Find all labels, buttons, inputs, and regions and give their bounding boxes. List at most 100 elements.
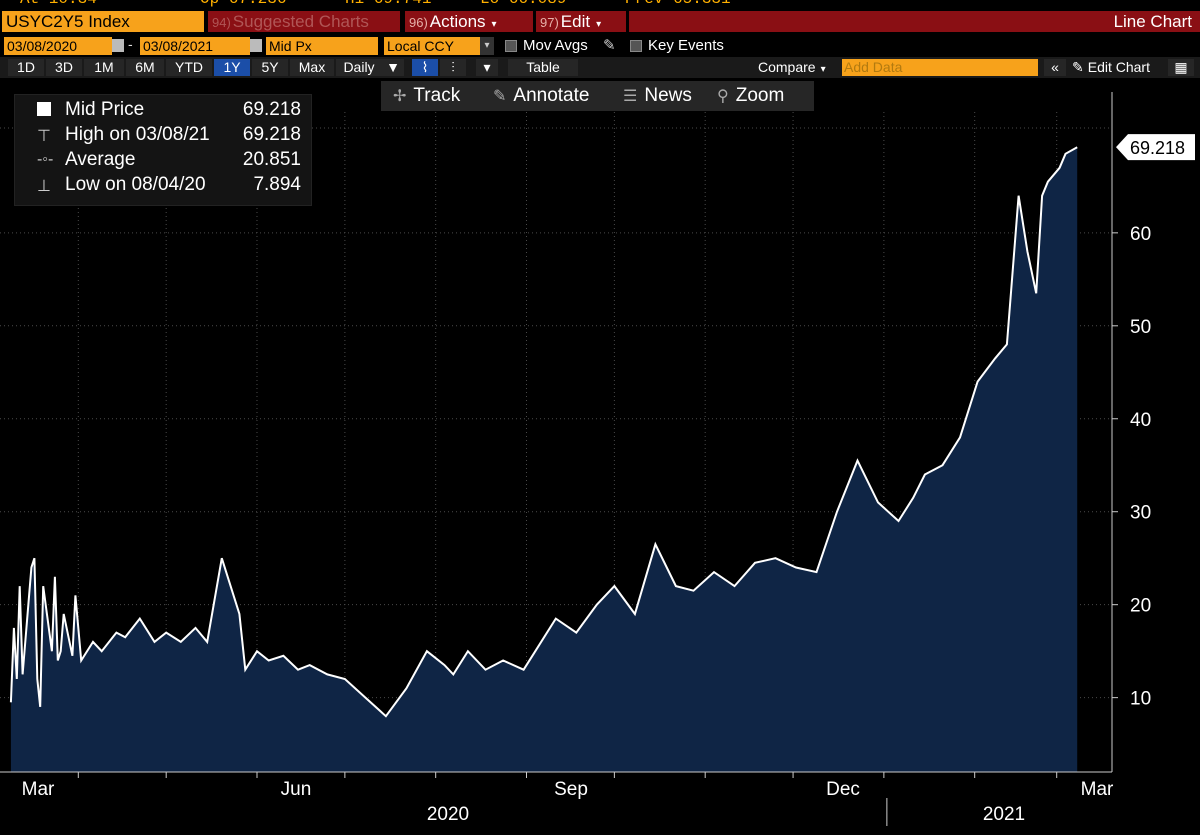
axes xyxy=(0,92,1113,826)
news-button[interactable]: ☰ News xyxy=(611,81,713,111)
compare-label: Compare xyxy=(758,59,816,75)
news-label: News xyxy=(644,85,692,106)
y-tick-label: 10 xyxy=(1130,689,1151,710)
x-tick-label: Sep xyxy=(554,779,588,800)
x-tick-label: Dec xyxy=(826,779,860,800)
annotate-button[interactable]: ✎ Annotate xyxy=(483,81,617,111)
x-tick-label: Jun xyxy=(281,779,312,800)
last-value-text: 69.218 xyxy=(1130,138,1185,158)
suggested-num: 94) xyxy=(212,15,231,30)
x-axis-labels: Mar Jun Sep Dec Mar 2020 2021 xyxy=(22,779,1114,825)
y-tick-label: 60 xyxy=(1130,224,1151,245)
price-area-fill xyxy=(10,147,1078,772)
compare-button[interactable]: Compare ▾ xyxy=(758,59,826,76)
average-marker-icon: -◦- xyxy=(37,151,54,168)
annotate-label: Annotate xyxy=(513,85,590,106)
range-1d-button[interactable]: 1D xyxy=(8,59,44,76)
actions-num: 96) xyxy=(409,15,428,30)
legend-panel: Mid Price 69.218 ⊤ High on 03/08/21 69.2… xyxy=(14,94,312,206)
y-tick-label: 30 xyxy=(1130,503,1151,524)
chart-style-dropdown-icon[interactable]: ▾ xyxy=(476,59,498,76)
legend-high-label: High on 03/08/21 xyxy=(65,124,210,145)
legend-row-high[interactable]: ⊤ High on 03/08/21 69.218 xyxy=(15,124,311,149)
high-marker-icon: ⊤ xyxy=(37,128,51,145)
range-1y-button[interactable]: 1Y xyxy=(214,59,250,76)
zoom-button[interactable]: ⚲ Zoom xyxy=(705,81,814,111)
range-1m-button[interactable]: 1M xyxy=(84,59,124,76)
y-tick-label: 20 xyxy=(1130,596,1151,617)
mov-avgs-checkbox[interactable] xyxy=(505,40,517,52)
range-6m-button[interactable]: 6M xyxy=(126,59,164,76)
quote-last: At 10:34 xyxy=(20,0,97,8)
y-axis-labels: 10 20 30 40 50 60 xyxy=(1112,224,1151,710)
range-max-button[interactable]: Max xyxy=(290,59,334,76)
edit-chart-label: Edit Chart xyxy=(1087,59,1150,75)
mov-avgs-edit-icon[interactable]: ✎ xyxy=(603,37,616,54)
zoom-label: Zoom xyxy=(735,85,785,106)
title-bar: Line Chart xyxy=(629,11,1200,32)
key-events-checkbox[interactable] xyxy=(630,40,642,52)
edit-chart-pencil-icon: ✎ xyxy=(1072,59,1084,75)
bar-chart-style-icon[interactable]: ⫶ xyxy=(440,59,466,76)
y-tick-label: 50 xyxy=(1130,317,1151,338)
legend-low-label: Low on 08/04/20 xyxy=(65,174,206,195)
end-calendar-icon[interactable] xyxy=(250,39,262,52)
legend-row-mid[interactable]: Mid Price 69.218 xyxy=(15,99,311,124)
range-toolbar: 1D 3D 1M 6M YTD 1Y 5Y Max Daily ▼ ⌇ ⫶ ▾ … xyxy=(0,57,1200,78)
legend-row-average[interactable]: -◦- Average 20.851 xyxy=(15,149,311,174)
track-label: Track xyxy=(413,85,461,106)
legend-row-low[interactable]: ⊥ Low on 08/04/20 7.894 xyxy=(15,174,311,199)
year-label: 2020 xyxy=(427,804,469,825)
edit-label: Edit xyxy=(560,12,591,31)
actions-caret-icon: ▾ xyxy=(491,19,497,30)
crosshair-icon: ✢ xyxy=(393,88,407,105)
actions-button[interactable]: 96) Actions ▾ xyxy=(405,11,533,32)
ticker-field[interactable]: USYC2Y5 Index xyxy=(2,11,204,32)
x-tick-label: Mar xyxy=(1081,779,1114,800)
field-select[interactable]: Mid Px xyxy=(266,37,378,55)
quote-open: Op 67.236 xyxy=(200,0,286,8)
date-separator: - xyxy=(128,36,133,52)
price-line xyxy=(9,146,1078,718)
start-date-input[interactable]: 03/08/2020 xyxy=(4,37,112,55)
collapse-icon[interactable]: « xyxy=(1044,59,1066,76)
periodicity-select[interactable]: Daily xyxy=(336,59,382,76)
track-button[interactable]: ✢ Track xyxy=(381,81,491,111)
table-button[interactable]: Table xyxy=(508,59,578,76)
legend-high-value: 69.218 xyxy=(242,124,301,145)
magnifier-icon: ⚲ xyxy=(717,88,729,105)
range-3d-button[interactable]: 3D xyxy=(46,59,82,76)
line-chart-style-icon[interactable]: ⌇ xyxy=(412,59,438,76)
header-bar: USYC2Y5 Index 94) Suggested Charts 96) Act… xyxy=(0,9,1200,34)
legend-mid-label: Mid Price xyxy=(65,99,145,120)
mid-price-swatch-icon xyxy=(37,102,51,116)
chart-tools-bar: ✢ Track ✎ Annotate ☰ News ⚲ Zoom xyxy=(381,81,814,111)
edit-caret-icon: ▾ xyxy=(596,19,602,30)
year-label: 2021 xyxy=(983,804,1025,825)
currency-dropdown-icon[interactable]: ▾ xyxy=(480,37,494,55)
suggested-charts-button[interactable]: 94) Suggested Charts xyxy=(208,11,400,32)
y-tick-label: 40 xyxy=(1130,410,1151,431)
suggested-label: Suggested Charts xyxy=(232,12,369,31)
range-5y-button[interactable]: 5Y xyxy=(252,59,288,76)
periodicity-dropdown-icon[interactable]: ▼ xyxy=(382,59,404,76)
start-calendar-icon[interactable] xyxy=(112,39,124,52)
chart-type-title: Line Chart xyxy=(1113,12,1192,31)
legend-low-value: 7.894 xyxy=(253,174,301,195)
range-ytd-button[interactable]: YTD xyxy=(166,59,212,76)
end-date-input[interactable]: 03/08/2021 xyxy=(140,37,250,55)
more-options-icon[interactable]: ▦ xyxy=(1168,59,1194,76)
quote-high: Hi 69.741 xyxy=(345,0,431,8)
quote-prev: Prev 65.331 xyxy=(625,0,731,8)
mov-avgs-label: Mov Avgs xyxy=(523,37,588,54)
currency-select[interactable]: Local CCY xyxy=(384,37,480,55)
edit-chart-button[interactable]: ✎ Edit Chart xyxy=(1072,59,1150,76)
news-list-icon: ☰ xyxy=(623,88,638,105)
add-data-input[interactable]: Add Data xyxy=(842,59,1038,76)
key-events-label: Key Events xyxy=(648,37,724,54)
quote-low: Lo 66.089 xyxy=(480,0,566,8)
edit-button[interactable]: 97) Edit ▾ xyxy=(536,11,626,32)
edit-num: 97) xyxy=(540,15,559,30)
last-value-tag-shape xyxy=(1116,134,1195,161)
